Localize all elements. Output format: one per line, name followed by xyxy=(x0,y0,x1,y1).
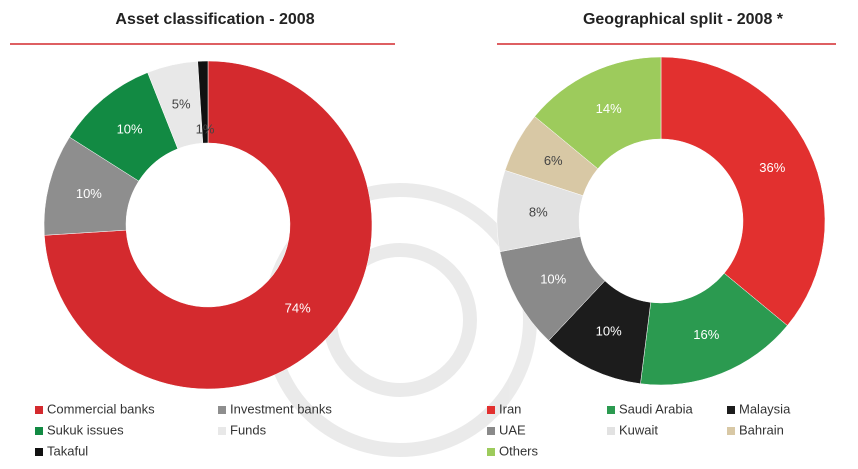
legend-swatch xyxy=(727,406,735,414)
value-label: 10% xyxy=(540,272,566,287)
value-label: 36% xyxy=(759,160,785,175)
legend-label: Malaysia xyxy=(739,401,791,416)
legend-swatch xyxy=(487,427,495,435)
page: Asset classification - 2008 Geographical… xyxy=(0,0,858,469)
legend-label: Commercial banks xyxy=(47,401,155,416)
legend-swatch xyxy=(35,406,43,414)
legend-swatch xyxy=(607,406,615,414)
value-label: 8% xyxy=(529,205,548,220)
legend-swatch xyxy=(218,406,226,414)
chart-title: Geographical split - 2008 * xyxy=(583,11,784,28)
legend-label: Takaful xyxy=(47,443,88,458)
donut-slice xyxy=(661,57,825,326)
legend-label: Funds xyxy=(230,422,267,437)
legend-label: Iran xyxy=(499,401,521,416)
value-label: 16% xyxy=(693,327,719,342)
value-label: 5% xyxy=(172,96,191,111)
legend-label: Others xyxy=(499,443,539,458)
chart: Asset classification - 2008 Geographical… xyxy=(0,0,858,469)
value-label: 6% xyxy=(544,153,563,168)
legend-swatch xyxy=(487,406,495,414)
value-label: 14% xyxy=(596,101,622,116)
legend-swatch xyxy=(218,427,226,435)
legend-swatch xyxy=(35,427,43,435)
chart-title: Asset classification - 2008 xyxy=(115,11,314,28)
value-label: 10% xyxy=(117,122,143,137)
legend-label: Investment banks xyxy=(230,401,332,416)
legend-swatch xyxy=(607,427,615,435)
value-label: 10% xyxy=(596,324,622,339)
legend-swatch xyxy=(487,448,495,456)
value-label: 1% xyxy=(196,121,215,136)
legend-label: Saudi Arabia xyxy=(619,401,693,416)
legend-label: Sukuk issues xyxy=(47,422,124,437)
legend-label: Kuwait xyxy=(619,422,658,437)
legend-label: Bahrain xyxy=(739,422,784,437)
value-label: 74% xyxy=(285,301,311,316)
value-label: 10% xyxy=(76,186,102,201)
legend-swatch xyxy=(727,427,735,435)
legend-label: UAE xyxy=(499,422,526,437)
legend-swatch xyxy=(35,448,43,456)
